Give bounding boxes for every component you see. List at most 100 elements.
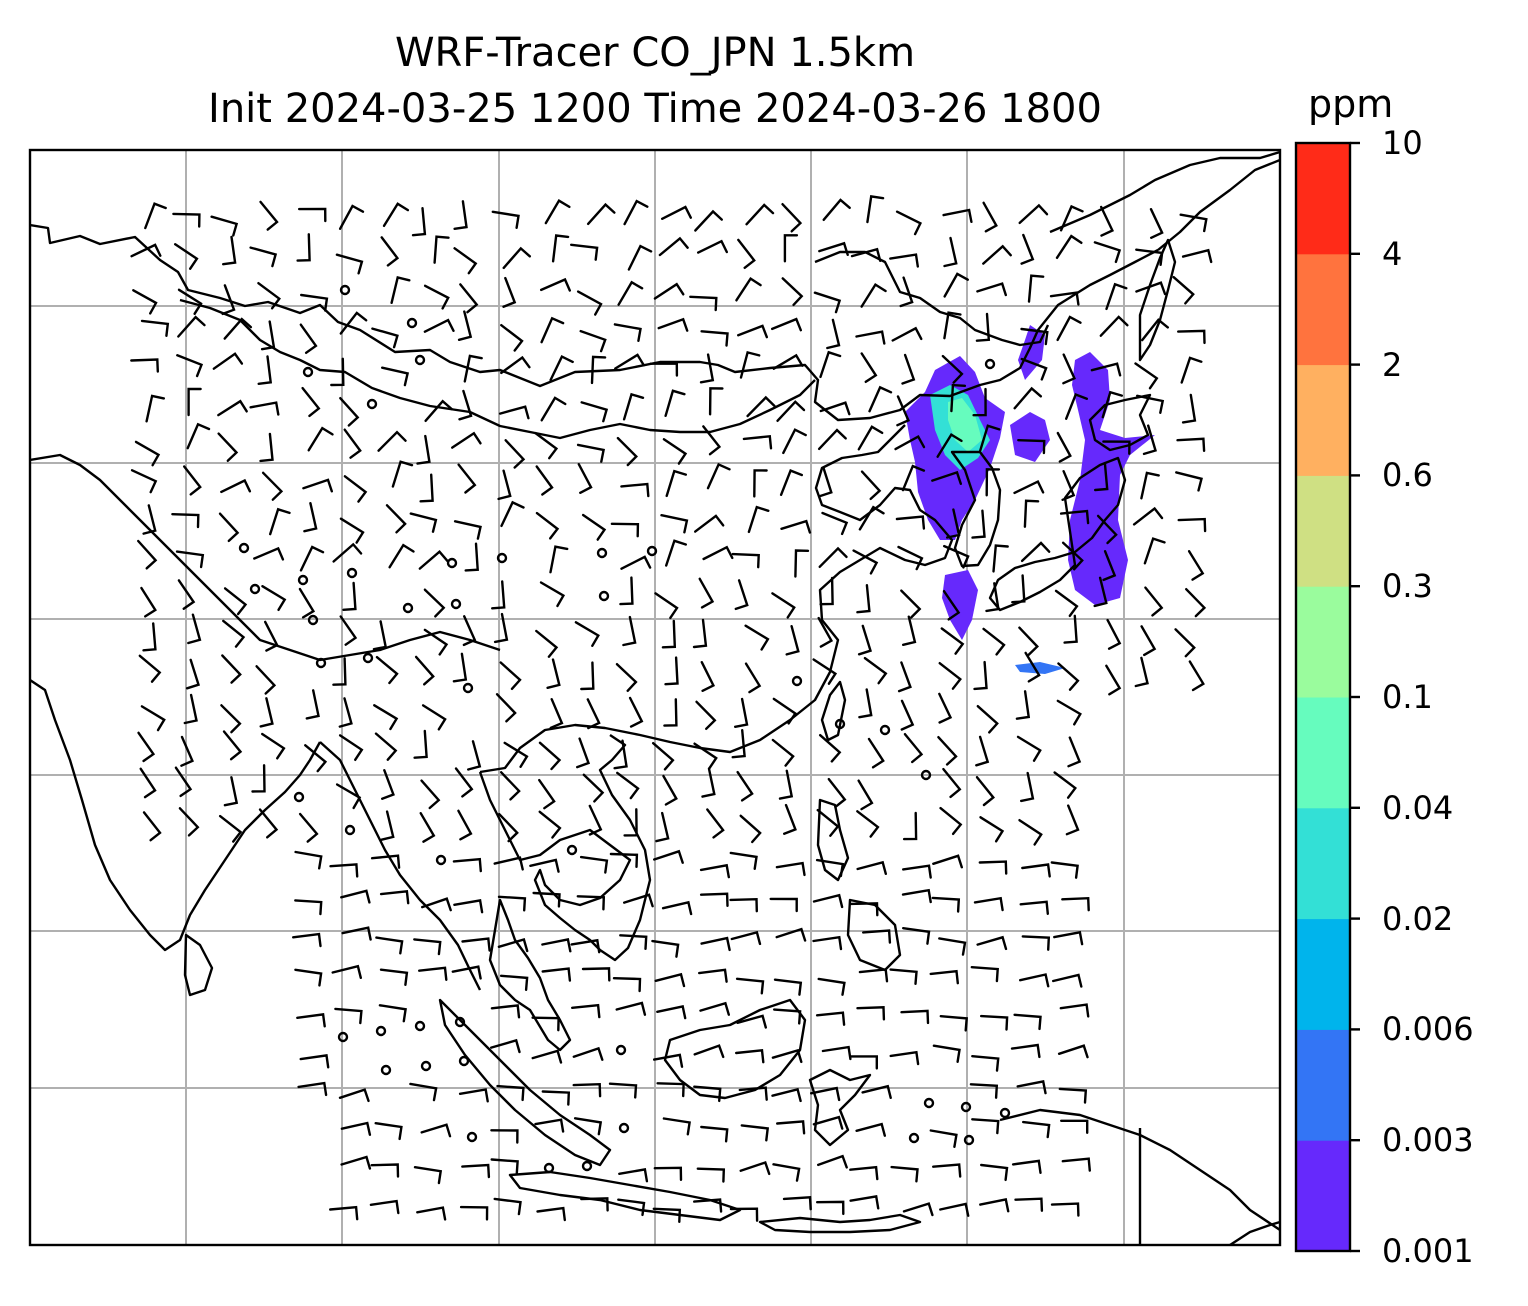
- wind-barb: [702, 545, 734, 561]
- colorbar-unit: ppm: [1308, 82, 1394, 126]
- wind-barb-calm: [646, 545, 658, 557]
- wind-barb: [338, 697, 353, 728]
- wind-barb: [1061, 470, 1076, 501]
- wind-barb: [900, 1009, 930, 1025]
- wind-barb: [331, 964, 362, 979]
- wind-barb: [500, 771, 521, 801]
- map-title-line2: Init 2024-03-25 1200 Time 2024-03-26 180…: [208, 86, 1102, 132]
- wind-barb: [300, 293, 329, 312]
- wind-barb: [1100, 205, 1115, 237]
- wind-barb: [532, 891, 561, 908]
- wind-barb: [177, 288, 203, 315]
- wind-barb: [264, 620, 279, 652]
- wind-barb: [818, 466, 833, 498]
- wind-barb: [1063, 614, 1078, 644]
- wind-barb: [856, 860, 887, 875]
- wind-barb: [822, 198, 851, 221]
- wind-barb: [454, 767, 474, 798]
- wind-barb-calm: [466, 1131, 478, 1143]
- wind-barb: [341, 926, 372, 941]
- wind-barb: [655, 811, 670, 843]
- colorbar-tick-label: 0.6: [1382, 456, 1433, 495]
- wind-barb: [576, 737, 591, 769]
- wind-barb: [649, 362, 679, 377]
- wind-barb: [943, 236, 958, 268]
- wind-barb: [857, 779, 874, 811]
- wind-barb: [1056, 431, 1072, 463]
- wind-barb: [976, 282, 1007, 297]
- wind-barb: [1105, 664, 1122, 696]
- wind-barb: [540, 396, 567, 422]
- wind-barb: [413, 938, 442, 956]
- wind-barb: [622, 615, 637, 647]
- wind-barb: [812, 935, 843, 951]
- wind-barb: [731, 552, 760, 569]
- wind-barb: [619, 576, 634, 606]
- wind-barb: [950, 383, 967, 413]
- colorbar-tick-label: 0.04: [1382, 788, 1454, 827]
- wind-barb: [1181, 393, 1197, 424]
- wind-barb: [458, 389, 473, 421]
- wind-barb: [1013, 1013, 1042, 1031]
- wind-barb: [858, 505, 885, 531]
- colorbar-segment: [1296, 697, 1350, 809]
- wind-barb: [900, 699, 915, 731]
- wind-barb: [463, 354, 483, 383]
- wind-barb: [335, 253, 364, 275]
- wind-barb: [654, 972, 686, 988]
- wind-barb: [130, 243, 162, 258]
- wind-barb: [1020, 771, 1035, 803]
- wind-barb: [1141, 318, 1169, 342]
- wind-barb: [1059, 1003, 1090, 1018]
- wind-barb: [571, 1003, 601, 1019]
- wind-barb: [1019, 900, 1049, 915]
- wind-barb: [1181, 248, 1213, 264]
- wind-barb: [738, 1086, 768, 1101]
- wind-barb: [220, 478, 252, 494]
- wind-barb: [580, 401, 609, 423]
- wind-barb: [381, 366, 410, 387]
- wind-barb: [340, 1155, 372, 1170]
- wind-barb: [931, 896, 961, 913]
- wind-barb: [902, 927, 931, 945]
- wind-barb: [172, 212, 201, 228]
- wind-barb: [708, 387, 724, 416]
- wind-barb: [540, 277, 571, 292]
- wind-barb-calm: [543, 1162, 555, 1174]
- wind-barb: [856, 810, 880, 838]
- wind-barb: [586, 202, 616, 226]
- wind-barb: [1010, 1043, 1041, 1059]
- wind-barb: [929, 969, 959, 985]
- wind-barb: [379, 968, 409, 986]
- wind-barb: [433, 235, 450, 264]
- wind-barb: [534, 1118, 565, 1133]
- wind-barb: [462, 615, 477, 647]
- wind-barb: [663, 698, 678, 727]
- wind-barb: [504, 439, 526, 469]
- wind-barb: [1021, 935, 1051, 951]
- wind-barb: [570, 938, 601, 954]
- wind-barb: [572, 1046, 604, 1061]
- wind-barb: [1059, 204, 1084, 232]
- wind-barb: [746, 395, 776, 418]
- wind-barb: [969, 1083, 999, 1099]
- wind-barb: [535, 629, 559, 658]
- wind-barb: [385, 504, 407, 534]
- wind-barb: [187, 613, 202, 645]
- wind-barb: [1102, 550, 1117, 582]
- wind-barb: [980, 1163, 1009, 1182]
- wind-barb: [549, 354, 574, 382]
- wind-barb: [249, 401, 280, 416]
- wind-barb: [941, 354, 964, 384]
- wind-barb: [653, 1166, 683, 1181]
- wind-barb: [696, 1167, 726, 1183]
- wind-barb: [612, 977, 642, 993]
- wind-barb: [142, 622, 157, 652]
- wind-barb: [939, 806, 963, 836]
- wind-barb: [699, 1001, 730, 1016]
- coast-sakhalin: [1138, 238, 1177, 362]
- wind-barb: [939, 1202, 970, 1217]
- wind-barb: [296, 1013, 326, 1028]
- wind-barb: [781, 203, 803, 233]
- wind-barb-calm: [566, 844, 578, 856]
